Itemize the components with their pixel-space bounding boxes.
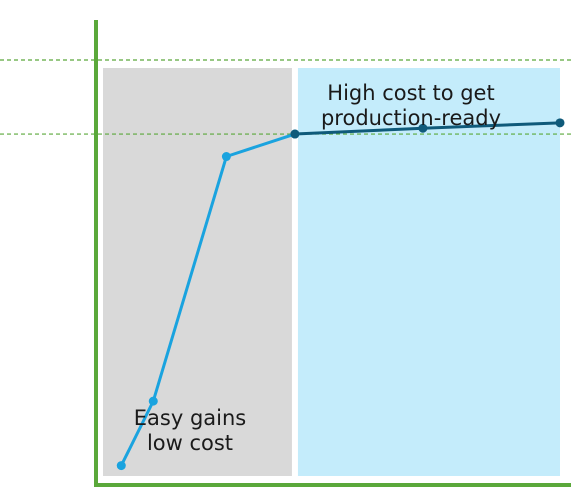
axes-layer [94, 20, 571, 487]
region-easy-label-line-1: Easy gains [134, 406, 246, 430]
series-1-point-3 [221, 152, 231, 162]
series-2-point-3 [555, 118, 565, 128]
region-easy [103, 68, 292, 476]
region-hard-label-line-2: production-ready [321, 106, 501, 130]
series-layer [116, 118, 565, 471]
region-hard-label-line-1: High cost to get [327, 81, 494, 105]
series-1-line [119, 132, 297, 468]
series-1-point-1 [116, 461, 126, 471]
region-hard [297, 68, 560, 476]
series-2-point-2 [418, 123, 428, 133]
regions-layer [103, 68, 560, 476]
series-2-point-1 [290, 129, 300, 139]
series-1-point-2 [148, 396, 158, 406]
region-easy-label-line-2: low cost [147, 431, 233, 455]
